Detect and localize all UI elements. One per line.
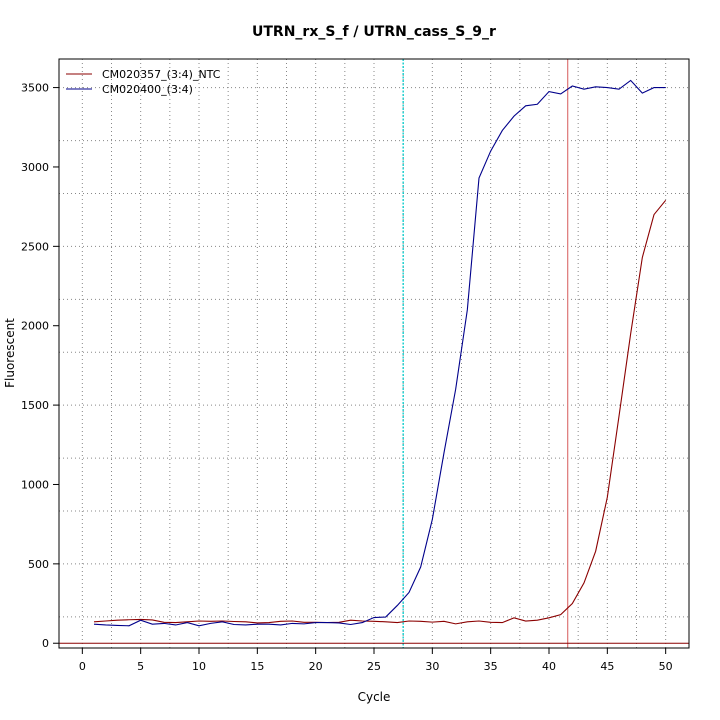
y-axis-label: Fluorescent	[3, 318, 17, 388]
x-tick-label: 5	[137, 660, 144, 673]
y-tick-label: 2500	[21, 240, 49, 253]
x-tick-label: 10	[192, 660, 206, 673]
y-tick-label: 500	[28, 558, 49, 571]
grid	[59, 59, 689, 648]
x-axis-label: Cycle	[358, 690, 391, 704]
x-tick-label: 0	[79, 660, 86, 673]
series-line-2	[93, 79, 666, 627]
y-tick-label: 3000	[21, 161, 49, 174]
x-tick-label: 20	[309, 660, 323, 673]
x-tick-label: 30	[425, 660, 439, 673]
x-axis: 0 5 10 15 20 25 30 35 40 45 50	[79, 648, 673, 673]
x-tick-label: 35	[484, 660, 498, 673]
y-tick-label: 1500	[21, 399, 49, 412]
x-tick-label: 50	[659, 660, 673, 673]
x-tick-label: 25	[367, 660, 381, 673]
y-axis: 0 500 1000 1500 2000 2500 3000 3500	[21, 82, 59, 650]
y-tick-label: 0	[42, 637, 49, 650]
legend-label-1: CM020357_(3:4)_NTC	[102, 68, 221, 81]
reference-lines	[59, 59, 689, 648]
x-tick-label: 40	[542, 660, 556, 673]
legend-label-2: CM020400_(3:4)	[102, 83, 193, 96]
x-tick-label: 45	[600, 660, 614, 673]
y-tick-label: 2000	[21, 320, 49, 333]
series	[93, 79, 667, 627]
legend: CM020357_(3:4)_NTC CM020400_(3:4)	[66, 68, 221, 96]
y-tick-label: 1000	[21, 478, 49, 491]
chart-title: UTRN_rx_S_f / UTRN_cass_S_9_r	[252, 24, 496, 40]
series-line-1	[93, 199, 667, 625]
y-tick-label: 3500	[21, 82, 49, 95]
x-tick-label: 15	[250, 660, 264, 673]
